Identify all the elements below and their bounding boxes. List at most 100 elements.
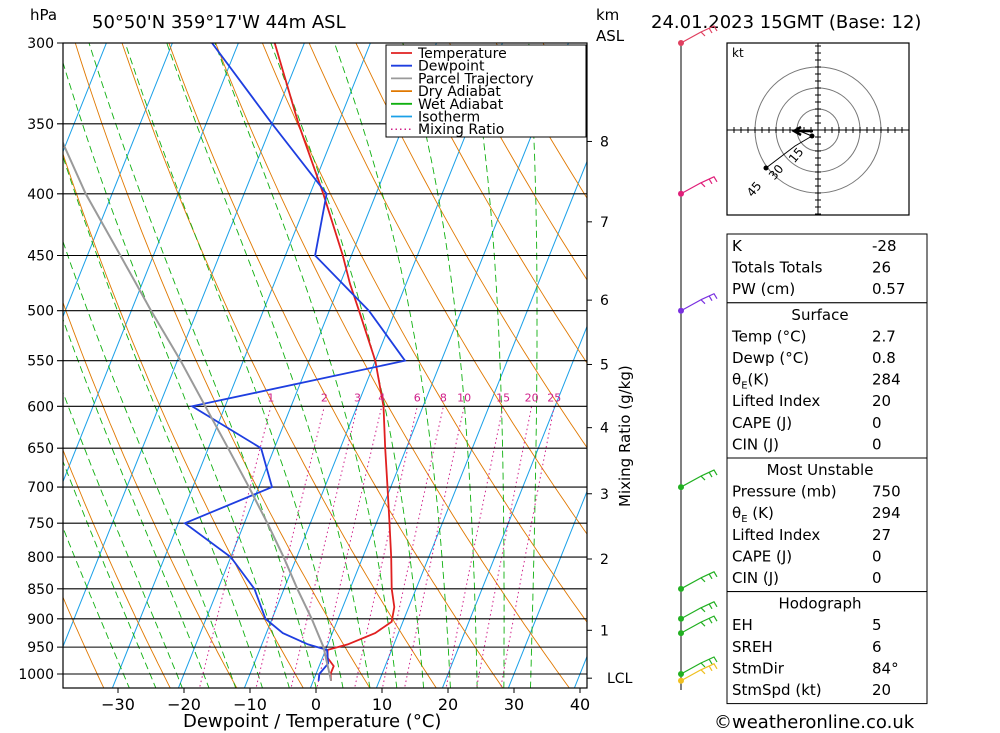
- temperature-tick-label: −10: [233, 695, 267, 714]
- wind-barb: [680, 662, 718, 682]
- table-value: 6: [872, 638, 882, 656]
- mixing-ratio-label: 10: [457, 391, 471, 404]
- height-km-ticks: 8 7 6 5 4 3 2 1 LCL: [587, 134, 633, 687]
- wet-adiabat: [270, 43, 425, 688]
- dry-adiabat: [261, 43, 587, 623]
- mixing-ratio-label: 2: [321, 391, 328, 404]
- mixing-ratio-label: 6: [414, 391, 421, 404]
- height-unit-label: km: [596, 6, 619, 24]
- dry-adiabat: [448, 43, 587, 281]
- wet-adiabat: [63, 155, 263, 688]
- isotherm: [111, 43, 371, 688]
- table-label: Lifted Index: [732, 392, 820, 410]
- table-label: EH: [732, 616, 753, 634]
- table-value: 20: [872, 392, 891, 410]
- legend-label: Parcel Trajectory: [418, 71, 534, 87]
- parcel-trajectory-line: [63, 140, 333, 682]
- table-heading: Most Unstable: [767, 461, 874, 479]
- isotherm: [507, 490, 587, 688]
- x-axis-label: Dewpoint / Temperature (°C): [183, 711, 441, 732]
- plot-frame: [62, 42, 588, 689]
- table-value: 294: [872, 504, 901, 522]
- temperature-tick-label: 10: [372, 695, 392, 714]
- parameter-tables: K -28 Totals Totals 26 PW (cm) 0.57 Surface Tem…: [726, 233, 928, 705]
- dry-adiabat: [63, 596, 105, 688]
- wet-adiabat: [166, 43, 371, 688]
- wet-adiabat: [88, 43, 317, 688]
- pressure-tick-label: 550: [27, 354, 54, 370]
- wet-adiabat: [63, 526, 130, 688]
- mixing-ratio-label: 20: [525, 391, 539, 404]
- temperature-tick-label: −20: [167, 695, 201, 714]
- table-value: 5: [872, 616, 882, 634]
- pressure-tick-label: 450: [27, 249, 54, 265]
- table-value: -28: [872, 237, 897, 255]
- wind-barb: [680, 656, 718, 675]
- table-label: Temp (°C): [731, 327, 806, 345]
- isotherm: [63, 43, 173, 318]
- table-label: CIN (J): [732, 435, 779, 453]
- table-value: 0: [872, 435, 882, 453]
- table-value: 0.57: [872, 280, 905, 298]
- dry-adiabat: [121, 43, 437, 688]
- pressure-tick-label: 300: [27, 36, 54, 52]
- mixing-ratio-label: 1: [267, 391, 274, 404]
- table-label: StmDir: [732, 659, 785, 677]
- table-label: CAPE (J): [732, 547, 792, 565]
- legend-label: Mixing Ratio: [418, 122, 504, 138]
- wet-adiabat: [468, 43, 505, 688]
- table-value: 20: [872, 681, 891, 699]
- sounding-series: [63, 43, 407, 682]
- pressure-tick-label: 600: [27, 399, 54, 415]
- dry-adiabat: [63, 152, 304, 688]
- wind-barb: [680, 615, 718, 634]
- table-label: Dewp (°C): [732, 349, 809, 367]
- wet-adiabat: [402, 43, 478, 688]
- wet-adiabat: [63, 460, 157, 688]
- table-label: Lifted Index: [732, 526, 820, 544]
- mixing-ratio-label: 8: [440, 391, 447, 404]
- km-tick-label: 5: [600, 357, 609, 373]
- pressure-tick-label: 700: [27, 480, 54, 496]
- pressure-tick-label: 850: [27, 582, 54, 598]
- hodograph-point: [809, 133, 815, 139]
- wet-adiabat: [63, 240, 237, 688]
- wet-adiabat: [63, 391, 183, 688]
- pressure-tick-label: 400: [27, 187, 54, 203]
- wind-barb: [680, 601, 718, 620]
- temperature-tick-labels: −30 −20 −10 0 10 20 30 40: [101, 688, 590, 714]
- hodograph-unit: kt: [732, 46, 744, 60]
- wind-barb: [680, 571, 718, 590]
- wet-adiabat: [124, 43, 344, 688]
- pressure-tick-label: 750: [27, 516, 54, 532]
- wind-barb: [680, 25, 718, 44]
- dry-adiabat: [63, 301, 238, 688]
- temperature-line: [273, 43, 396, 681]
- table-box: [726, 591, 928, 705]
- mixing-ratio-labels: 1 2 3 4 6 8 10 15 20 25: [267, 391, 561, 404]
- legend-label: Isotherm: [418, 110, 480, 126]
- km-tick-label: 1: [600, 623, 609, 639]
- table-value: 284: [872, 371, 901, 389]
- isotherm: [63, 43, 239, 483]
- mixing-ratio-line: [198, 406, 272, 688]
- table-value: 26: [872, 259, 891, 277]
- table-label: SREH: [732, 638, 773, 656]
- km-tick-label: 4: [600, 421, 609, 437]
- temperature-tick-label: 0: [311, 695, 321, 714]
- table-label: PW (cm): [732, 280, 795, 298]
- pressure-tick-label: 500: [27, 304, 54, 320]
- wind-barbs: [678, 25, 718, 684]
- table-label: Pressure (mb): [732, 483, 837, 501]
- pressure-tick-labels: 300 350 400 450 500 550 600 650 700 750 800 850 900 9…: [18, 36, 54, 683]
- hodograph: kt 15 30 45: [726, 42, 910, 216]
- isotherm: [63, 43, 107, 153]
- isotherm: [63, 43, 305, 648]
- wind-barb: [680, 176, 718, 195]
- isotherm: [441, 325, 587, 688]
- mixing-ratio-line: [255, 406, 325, 688]
- table-value: 0: [872, 414, 882, 432]
- isotherm: [375, 160, 587, 688]
- pressure-tick-label: 800: [27, 550, 54, 566]
